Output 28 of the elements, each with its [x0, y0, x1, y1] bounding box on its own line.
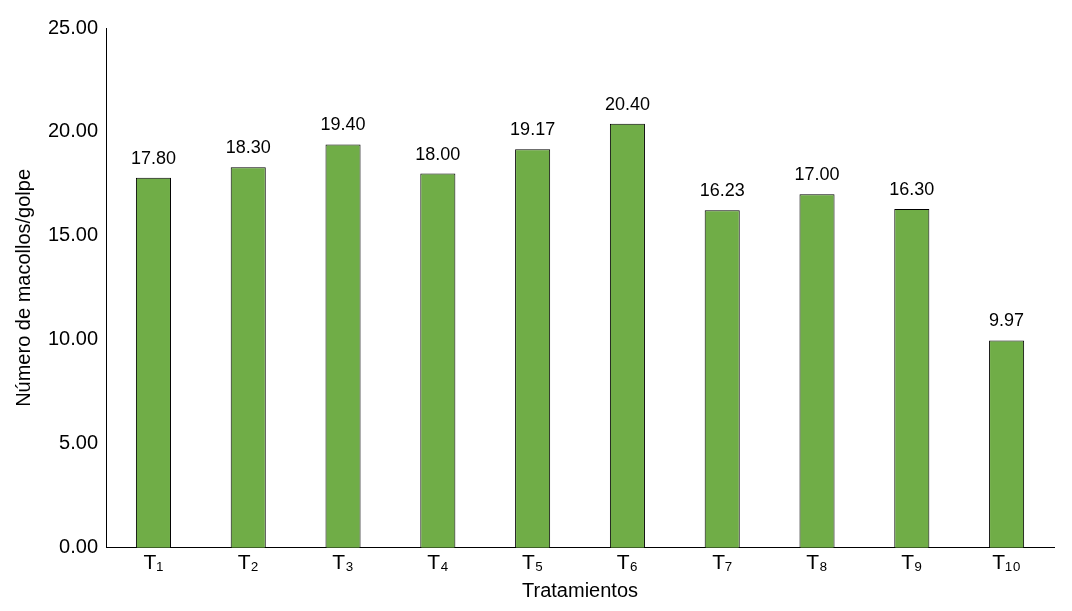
- data-label: 9.97: [989, 310, 1025, 331]
- y-axis-title: Número de macollos/golpe: [11, 168, 34, 407]
- x-tick-label: T₂: [237, 550, 259, 574]
- data-label: 19.40: [320, 114, 366, 135]
- x-tick-label: T₄: [427, 550, 449, 574]
- x-tick-label: T₉: [901, 550, 923, 574]
- x-axis-title: Tratamientos: [522, 578, 639, 601]
- y-tick-label: 0.00: [59, 535, 99, 558]
- x-tick-label: T₆: [616, 550, 639, 574]
- data-label: 16.23: [699, 180, 745, 201]
- data-label: 18.30: [225, 137, 271, 158]
- x-tick-label: T₁: [143, 550, 164, 574]
- x-tick-label: T₁₀: [992, 550, 1021, 574]
- data-label: 17.80: [130, 147, 176, 168]
- y-tick-label: 5.00: [59, 431, 99, 454]
- y-tick-label: 10.00: [47, 327, 99, 350]
- data-label: 18.00: [415, 143, 461, 164]
- x-tick-label: T₈: [806, 550, 828, 574]
- x-tick-label: T₇: [712, 550, 733, 574]
- data-label: 16.30: [889, 178, 935, 199]
- data-label: 17.00: [794, 164, 840, 185]
- y-tick-label: 15.00: [47, 223, 99, 246]
- x-tick-label: T₅: [521, 550, 544, 574]
- data-label: 19.17: [510, 119, 556, 140]
- y-tick-label: 25.00: [47, 15, 99, 38]
- data-label: 20.40: [604, 93, 650, 114]
- y-tick-label: 20.00: [47, 119, 99, 142]
- x-tick-label: T₃: [332, 550, 354, 574]
